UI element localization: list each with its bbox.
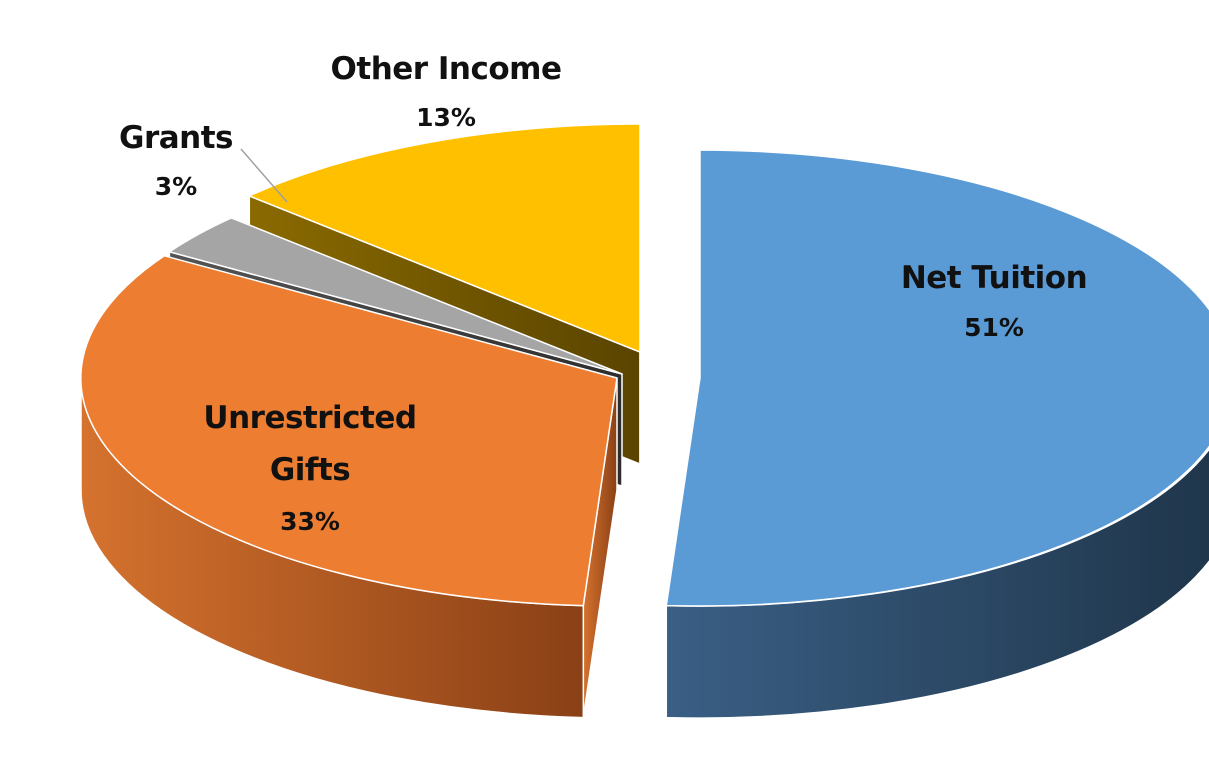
slice-top-net-tuition bbox=[665, 149, 1209, 607]
slice-top-unrestricted-gifts bbox=[80, 255, 618, 607]
label-other-income: Other Income bbox=[331, 51, 562, 87]
value-label-other-income: 13% bbox=[416, 103, 476, 132]
value-label-net-tuition: 51% bbox=[964, 313, 1024, 342]
slice-unrestricted-gifts bbox=[80, 255, 618, 719]
slice-net-tuition bbox=[665, 149, 1209, 719]
slice-top-grants bbox=[168, 217, 623, 375]
slice-top-other-income bbox=[248, 123, 641, 353]
value-label-unrestricted-gifts: 33% bbox=[280, 507, 340, 536]
label-unrestricted-gifts: Unrestricted Gifts bbox=[203, 400, 416, 488]
slice-side-net-tuition bbox=[665, 448, 1209, 719]
label-grants: Grants bbox=[119, 120, 233, 156]
value-label-grants: 3% bbox=[155, 172, 197, 201]
grants-leader-line bbox=[240, 148, 288, 203]
label-net-tuition: Net Tuition bbox=[901, 260, 1087, 296]
